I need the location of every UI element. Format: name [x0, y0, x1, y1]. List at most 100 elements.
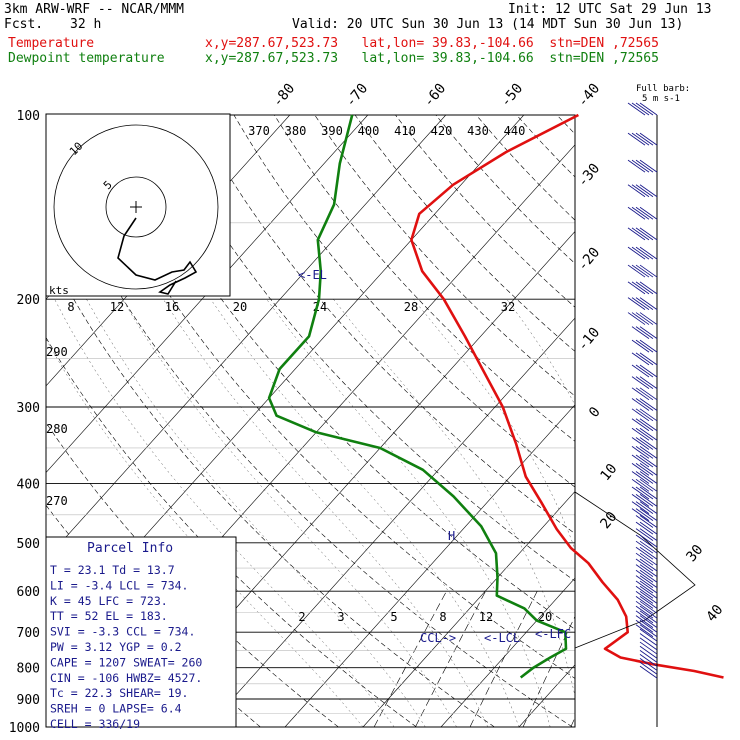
wind-barb — [631, 264, 650, 278]
wind-barb — [639, 649, 658, 663]
wind-barb — [635, 159, 654, 173]
mixing-ratio-label: 8 — [67, 300, 74, 314]
wind-barb — [631, 493, 650, 507]
wind-barb — [635, 569, 654, 583]
mixing-ratio-low-label: 2 — [298, 610, 305, 624]
wind-barb — [639, 454, 658, 468]
dry-adiabat-line — [314, 115, 575, 397]
isotherm-label: -30 — [575, 161, 604, 191]
wind-barb — [639, 206, 658, 220]
isotherm-label: 10 — [597, 461, 620, 484]
wind-barb — [639, 486, 658, 500]
wind-barb — [639, 645, 658, 659]
wind-barb — [639, 352, 658, 366]
wind-barb — [635, 206, 654, 220]
wind-barb — [635, 454, 654, 468]
hodograph-trace — [117, 217, 198, 295]
wind-barbs — [574, 102, 696, 727]
dry-adiabat-line — [597, 115, 740, 727]
legend-dewpoint-info: x,y=287.67,523.73 lat,lon= 39.83,-104.66… — [205, 51, 659, 66]
mixing-ratio-label: 32 — [501, 300, 515, 314]
wind-barb — [635, 575, 654, 589]
wind-barb — [635, 339, 654, 353]
wind-barb — [627, 312, 646, 325]
wind-barb — [627, 206, 646, 220]
mixing-ratio-low-label: 8 — [439, 610, 446, 624]
dry-adiabat-line — [435, 115, 575, 264]
wind-barb — [627, 264, 646, 278]
wind-barb — [631, 364, 650, 378]
wind-barb — [635, 437, 654, 450]
wind-barb — [639, 633, 658, 646]
moist-adiabat-line — [266, 299, 551, 727]
wind-barb — [631, 227, 650, 241]
wind-barb — [631, 418, 650, 432]
wind-barb — [635, 540, 654, 554]
parcel-row: Tc = 22.3 SHEAR= 19. — [50, 686, 188, 700]
isotherm-label: -60 — [421, 81, 450, 111]
wind-barb — [635, 600, 654, 614]
wind-barb — [631, 352, 650, 366]
wind-barb — [635, 534, 654, 548]
level-annotation: <-LCL — [484, 631, 520, 645]
wind-barb — [635, 364, 654, 378]
wind-barb — [639, 657, 658, 671]
isotherm-line — [362, 490, 575, 727]
parcel-info-box: Parcel Info T = 23.1 Td = 13.7LI = -3.4 L… — [45, 536, 237, 731]
wind-barb — [639, 540, 658, 554]
wind-barb — [639, 605, 658, 619]
wind-barb — [639, 558, 658, 572]
mixing-ratio-label: 12 — [110, 300, 124, 314]
wind-barb — [631, 508, 650, 521]
wind-barb — [635, 619, 654, 633]
wind-barb — [639, 437, 658, 450]
valid-time: Valid: 20 UTC Sun 30 Jun 13 (14 MDT Sun … — [292, 17, 684, 32]
mixing-ratio-line — [415, 591, 486, 727]
wind-barb — [639, 521, 658, 535]
wind-barb — [639, 132, 658, 146]
wind-barb — [635, 486, 654, 500]
wind-barb — [627, 184, 646, 198]
wind-barb — [635, 478, 654, 492]
wind-barb — [635, 398, 654, 411]
wind-barb — [635, 605, 654, 619]
pressure-tick-label: 300 — [17, 401, 40, 416]
theta-side-label: 270 — [46, 494, 68, 508]
theta-label: 390 — [321, 124, 343, 138]
moist-adiabat-line — [210, 299, 520, 727]
legend-temperature-info: x,y=287.67,523.73 lat,lon= 39.83,-104.66… — [205, 36, 659, 51]
isotherm-line — [440, 577, 575, 727]
isotherm-label: 20 — [597, 509, 620, 532]
wind-barb — [639, 624, 658, 638]
wind-barb — [639, 653, 658, 667]
wind-barb — [635, 246, 654, 260]
wind-barb — [631, 408, 650, 422]
dewpoint-profile — [267, 114, 568, 679]
isotherm-line — [284, 404, 575, 727]
wind-barb — [635, 264, 654, 278]
wind-barb — [635, 387, 654, 401]
mixing-ratio-low-label: 20 — [538, 610, 552, 624]
isotherm-line — [46, 115, 369, 474]
wind-barb — [631, 501, 650, 514]
wind-barb — [639, 387, 658, 401]
mixing-ratio-line — [373, 591, 447, 727]
wind-barb — [639, 590, 658, 604]
mixing-ratio-low-label: 3 — [337, 610, 344, 624]
isotherm-label: -80 — [270, 81, 299, 111]
legend-dewpoint-label: Dewpoint temperature — [8, 51, 165, 66]
moist-adiabat-line — [46, 338, 364, 727]
wind-barb — [639, 408, 658, 422]
wind-barb — [639, 339, 658, 353]
parcel-row: TT = 52 EL = 183. — [50, 609, 168, 623]
wind-barb — [631, 446, 650, 459]
wind-barb — [639, 159, 658, 173]
wind-barb — [635, 624, 654, 638]
wind-barb — [635, 102, 654, 116]
wind-barb — [631, 427, 650, 441]
wind-barb — [639, 418, 658, 432]
mixing-ratio-label: 28 — [404, 300, 418, 314]
level-annotation: CCL-> — [420, 631, 456, 645]
mixing-ratio-label: 16 — [165, 300, 179, 314]
